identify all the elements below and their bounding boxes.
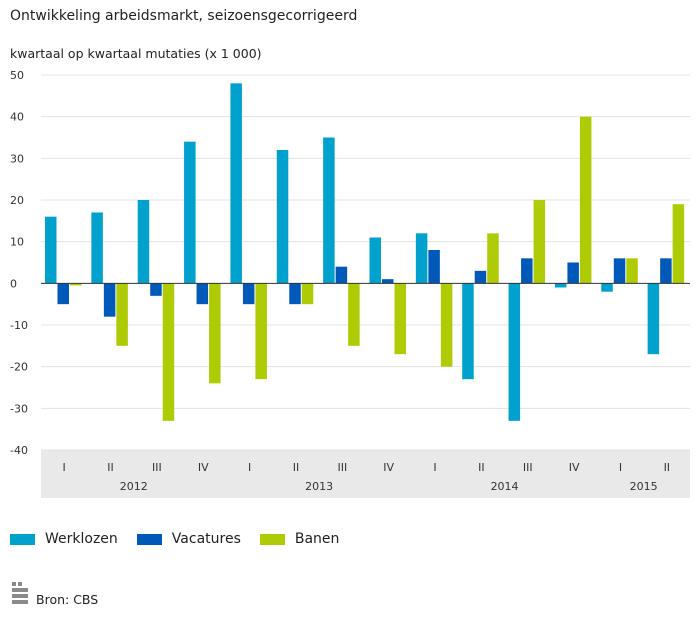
bar-werklozen xyxy=(184,141,196,284)
bar-werklozen xyxy=(230,83,242,284)
y-tick-label: 30 xyxy=(10,152,24,165)
legend: Werklozen Vacatures Banen xyxy=(10,531,358,547)
bar-werklozen xyxy=(554,283,567,288)
bar-vacatures xyxy=(196,283,209,305)
cbs-logo-icon xyxy=(12,582,28,604)
x-tick-label: IV xyxy=(569,461,580,474)
bar-werklozen xyxy=(415,233,428,284)
bar-vacatures xyxy=(474,270,487,284)
legend-swatch-banen xyxy=(259,533,285,545)
bar-vacatures xyxy=(57,283,69,305)
y-tick-label: 50 xyxy=(10,69,24,82)
y-tick-label: 40 xyxy=(10,111,24,124)
bar-banen xyxy=(209,283,221,384)
x-tick-label: II xyxy=(107,461,114,474)
bar-banen xyxy=(487,233,499,284)
x-tick-label: III xyxy=(152,461,162,474)
bar-vacatures xyxy=(289,283,301,305)
legend-swatch-vacatures xyxy=(136,533,162,545)
legend-item-vacatures: Vacatures xyxy=(136,531,241,547)
year-label: 2012 xyxy=(120,480,148,493)
bar-vacatures xyxy=(613,258,626,284)
x-tick-label: III xyxy=(337,461,347,474)
bar-werklozen xyxy=(508,283,521,421)
y-tick-label: -30 xyxy=(10,402,28,415)
bar-banen xyxy=(440,283,453,367)
x-tick-label: II xyxy=(293,461,300,474)
legend-swatch-werklozen xyxy=(10,533,35,545)
year-label: 2013 xyxy=(305,480,333,493)
bar-werklozen xyxy=(647,283,660,355)
bar-werklozen xyxy=(276,150,289,284)
x-tick-label: IV xyxy=(383,461,394,474)
bar-banen xyxy=(116,283,128,346)
bar-banen xyxy=(394,283,406,355)
y-tick-label: 10 xyxy=(10,236,24,249)
year-label: 2015 xyxy=(630,480,658,493)
bar-banen xyxy=(348,283,360,346)
year-label: 2014 xyxy=(491,480,519,493)
bar-banen xyxy=(301,283,314,305)
bar-werklozen xyxy=(323,137,335,284)
chart-title: Ontwikkeling arbeidsmarkt, seizoensgecor… xyxy=(10,8,358,24)
y-tick-label: -40 xyxy=(10,444,28,457)
bar-banen xyxy=(70,283,82,286)
bar-vacatures xyxy=(382,279,394,284)
bar-banen xyxy=(672,204,685,284)
bar-banen xyxy=(626,258,638,284)
x-tick-label: I xyxy=(248,461,251,474)
bar-banen xyxy=(533,200,546,284)
x-tick-label: III xyxy=(523,461,533,474)
legend-item-banen: Banen xyxy=(259,531,340,547)
x-axis-band xyxy=(41,450,690,498)
legend-label-vacatures: Vacatures xyxy=(171,531,241,547)
bar-vacatures xyxy=(103,283,116,317)
y-tick-label: -20 xyxy=(10,361,28,374)
y-tick-label: 0 xyxy=(10,277,17,290)
bar-banen xyxy=(255,283,267,380)
bar-werklozen xyxy=(369,237,381,284)
bar-vacatures xyxy=(335,266,348,284)
x-tick-label: I xyxy=(433,461,436,474)
bar-werklozen xyxy=(45,216,57,284)
x-tick-label: I xyxy=(63,461,66,474)
x-tick-label: I xyxy=(619,461,622,474)
chart-subtitle: kwartaal op kwartaal mutaties (x 1 000) xyxy=(10,46,262,61)
bar-vacatures xyxy=(150,283,162,296)
bar-vacatures xyxy=(428,250,440,284)
x-tick-label: II xyxy=(478,461,485,474)
bar-banen xyxy=(579,116,592,284)
bar-werklozen xyxy=(91,212,103,284)
source-line: Bron: CBS xyxy=(10,580,98,607)
bar-vacatures xyxy=(521,258,533,284)
bar-vacatures xyxy=(242,283,255,305)
legend-label-werklozen: Werklozen xyxy=(45,531,118,547)
bar-vacatures xyxy=(660,258,672,284)
y-tick-label: 20 xyxy=(10,194,24,207)
bar-werklozen xyxy=(462,283,474,380)
legend-label-banen: Banen xyxy=(294,531,340,547)
bar-werklozen xyxy=(137,200,150,284)
source-label: Bron: CBS xyxy=(36,592,99,607)
bar-banen xyxy=(162,283,175,421)
legend-item-werklozen: Werklozen xyxy=(10,531,118,547)
x-tick-label: II xyxy=(664,461,671,474)
x-tick-label: IV xyxy=(198,461,209,474)
bar-werklozen xyxy=(601,283,613,292)
bar-vacatures xyxy=(567,262,579,284)
y-tick-label: -10 xyxy=(10,319,28,332)
